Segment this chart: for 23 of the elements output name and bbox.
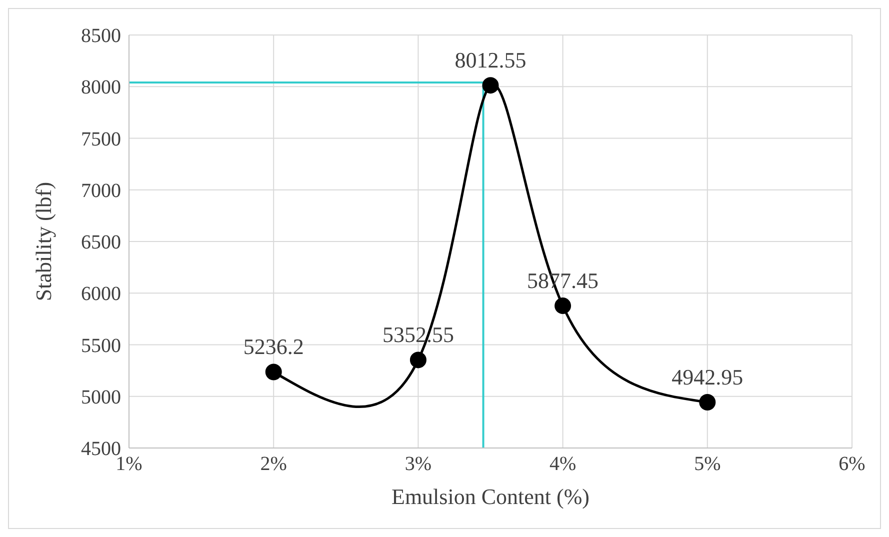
y-tick-label: 6000 [81, 283, 121, 306]
y-tick-label: 7500 [81, 128, 121, 150]
point [699, 394, 716, 411]
x-tick-label: 3% [404, 453, 432, 476]
point [410, 352, 426, 368]
data-label: 8012.55 [454, 47, 526, 72]
y-tick-label: 8500 [81, 25, 121, 48]
y-tick-label: 5500 [81, 334, 121, 357]
x-tick-label: 5% [694, 453, 721, 476]
x-tick-label: 2% [260, 453, 287, 476]
y-tick-label: 5000 [81, 386, 121, 408]
y-tick-label: 7000 [81, 180, 121, 202]
x-axis-title: Emulsion Content (%) [392, 484, 590, 509]
point [482, 77, 499, 94]
y-axis-title: Stability (lbf) [30, 182, 56, 302]
point [554, 298, 572, 314]
y-tick-label: 8000 [81, 76, 121, 99]
data-label: 4942.95 [672, 364, 744, 390]
x-tick-label: 4% [549, 453, 576, 476]
data-label: 5236.2 [243, 334, 304, 359]
point [265, 364, 282, 380]
x-tick-label: 6% [838, 453, 866, 476]
y-tick-label: 6500 [81, 232, 121, 254]
